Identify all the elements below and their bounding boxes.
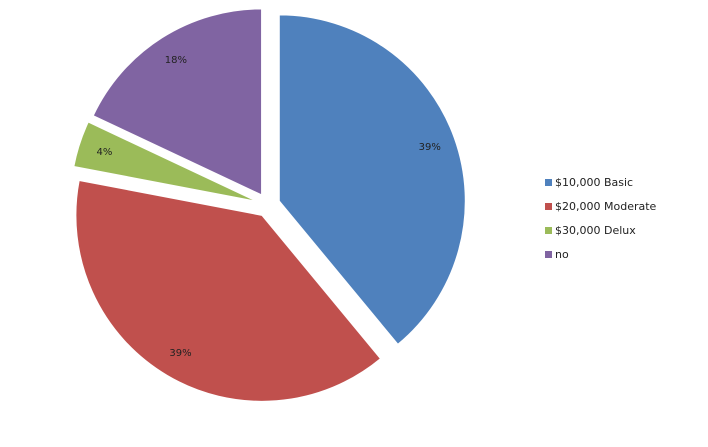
pie-slice-30-000-delux: [73, 121, 257, 202]
legend-label: $30,000 Delux: [555, 223, 636, 237]
legend-item-no: no: [545, 242, 656, 266]
legend-item-10000-basic: $10,000 Basic: [545, 170, 656, 194]
legend-swatch: [545, 226, 552, 234]
legend-label: no: [555, 247, 569, 261]
pie-slice-10-000-basic: [278, 14, 466, 345]
legend-swatch: [545, 250, 552, 258]
data-label: 18%: [165, 55, 187, 66]
data-label: 39%: [169, 348, 191, 359]
legend-label: $20,000 Moderate: [555, 199, 657, 213]
data-label: 39%: [419, 142, 441, 153]
data-label: 4%: [97, 147, 113, 158]
legend-swatch: [545, 202, 552, 210]
legend-swatch: [545, 178, 552, 186]
pie-slice-no: [92, 8, 263, 196]
legend: $10,000 Basic $20,000 Moderate $30,000 D…: [545, 170, 656, 266]
legend-label: $10,000 Basic: [555, 175, 634, 189]
pie-slice-20-000-moderate: [75, 179, 382, 402]
legend-item-20000-moderate: $20,000 Moderate: [545, 194, 656, 218]
legend-item-30000-delux: $30,000 Delux: [545, 218, 656, 242]
